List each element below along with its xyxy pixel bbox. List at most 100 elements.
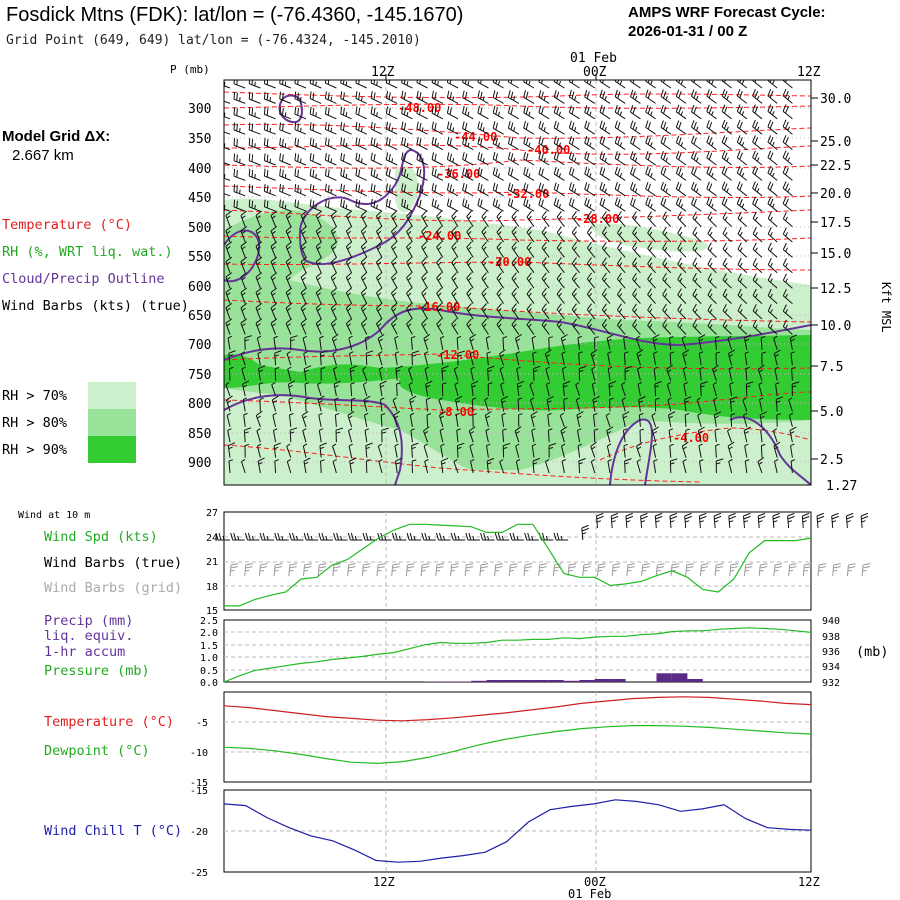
wind-barb xyxy=(421,225,429,243)
temp-y-tick: -5 xyxy=(196,718,208,729)
wind-barb xyxy=(816,512,825,529)
p-tick: 650 xyxy=(188,309,211,324)
wind-barb xyxy=(309,199,322,212)
lower-axis-labels: 27 24 21 18 15 2.5 2.0 1.5 1.0 0.5 0.0 9… xyxy=(190,508,840,900)
wind-barb xyxy=(248,107,261,120)
wind-barb xyxy=(332,351,337,366)
wind-barb xyxy=(225,241,233,258)
wind-barb xyxy=(272,412,277,427)
wind-barb xyxy=(743,426,751,443)
wind-barb xyxy=(226,412,231,427)
wind-barb xyxy=(682,458,687,474)
wind-barb xyxy=(632,257,641,274)
wind-barb xyxy=(370,80,383,89)
wind-barb xyxy=(230,532,245,541)
wind-barb xyxy=(591,366,596,381)
wind-barb xyxy=(767,304,778,320)
wind-barb xyxy=(660,135,672,151)
wind-barb xyxy=(692,319,702,335)
wind-barb xyxy=(380,397,385,412)
wind-barb xyxy=(606,334,614,350)
wind-barb xyxy=(630,182,641,197)
wind-barb xyxy=(737,319,748,335)
wind-barb xyxy=(233,138,246,151)
time-tick-bottom: 12Z xyxy=(373,875,395,889)
wind-barb xyxy=(348,335,353,350)
wind-barb xyxy=(340,168,352,181)
wind-barb xyxy=(258,382,264,397)
wind-barb xyxy=(330,256,338,274)
legend-rh: RH (%, WRT liq. wat.) xyxy=(2,244,173,260)
wind-barb xyxy=(431,121,444,135)
p-tick: 450 xyxy=(188,191,211,206)
wind-barb xyxy=(662,242,672,258)
wind-barb xyxy=(523,167,535,181)
wind-barb xyxy=(706,80,717,89)
wind-barb xyxy=(752,211,763,227)
wind-barb xyxy=(289,532,304,541)
wind-barb xyxy=(499,349,506,366)
wind-barb xyxy=(348,428,353,443)
wind-barb xyxy=(487,365,495,381)
wind-barb xyxy=(315,241,323,258)
wind-barb xyxy=(752,135,763,150)
wind-barb xyxy=(393,410,401,427)
wind-barb xyxy=(421,302,429,320)
wind-barb xyxy=(285,241,293,258)
wind-barb xyxy=(722,257,732,274)
wind-barb xyxy=(707,211,717,227)
wind-barb xyxy=(707,273,717,289)
wind-barb xyxy=(317,381,322,397)
wind-barb xyxy=(578,351,583,366)
h-tick: 2.5 xyxy=(820,453,843,468)
wind-barb xyxy=(684,396,692,412)
wind-barb xyxy=(707,242,717,258)
wind-barb xyxy=(681,441,689,458)
wind-barb xyxy=(584,120,596,135)
wind-barb xyxy=(309,91,322,104)
wind-barb xyxy=(451,210,459,227)
wind-barb xyxy=(340,137,352,151)
wind-barb xyxy=(411,350,420,366)
wind-barb xyxy=(492,90,504,104)
wind-barb xyxy=(669,512,678,529)
wind-barb xyxy=(518,413,523,427)
wind-barb xyxy=(561,459,567,474)
wind-barb xyxy=(645,80,656,89)
wind-barb xyxy=(456,336,462,350)
wind-barb xyxy=(591,382,597,397)
wind-barb xyxy=(255,256,263,273)
legend-windchill: Wind Chill T (°C) xyxy=(44,823,183,839)
wind-barb xyxy=(226,395,233,412)
wind-barb xyxy=(469,443,474,458)
wind-barb xyxy=(616,226,626,243)
wind-barb xyxy=(508,563,518,577)
wind-barb xyxy=(715,443,720,458)
wind-barb xyxy=(439,410,446,427)
wind-barb xyxy=(477,198,489,212)
wind-y-tick: 27 xyxy=(206,508,218,519)
wind-barb xyxy=(507,182,520,197)
wind-barb xyxy=(541,303,550,320)
wind-barb xyxy=(647,257,656,274)
wind-barb xyxy=(775,382,780,397)
wind-barb xyxy=(760,428,765,443)
wind-barb xyxy=(270,303,278,320)
precip-y-tick: 0.5 xyxy=(200,666,218,677)
windchill-y-tick: -20 xyxy=(190,827,208,838)
wind-barb xyxy=(494,532,510,541)
wind-barb xyxy=(227,428,232,443)
wind-barb xyxy=(675,104,687,120)
wind-barb xyxy=(698,351,704,366)
wind-barb xyxy=(340,106,352,120)
wind-barb xyxy=(318,428,324,443)
cycle-label: AMPS WRF Forecast Cycle: xyxy=(628,4,826,21)
wind-barb xyxy=(303,351,308,366)
h-tick: 5.0 xyxy=(820,405,843,420)
grid-dx-label: Model Grid ΔX: xyxy=(2,128,111,145)
wind-barb xyxy=(330,272,338,289)
wind-barb xyxy=(300,256,308,274)
wind-barb xyxy=(635,335,641,350)
wind-barb xyxy=(645,89,656,104)
wind-barb xyxy=(362,366,368,381)
